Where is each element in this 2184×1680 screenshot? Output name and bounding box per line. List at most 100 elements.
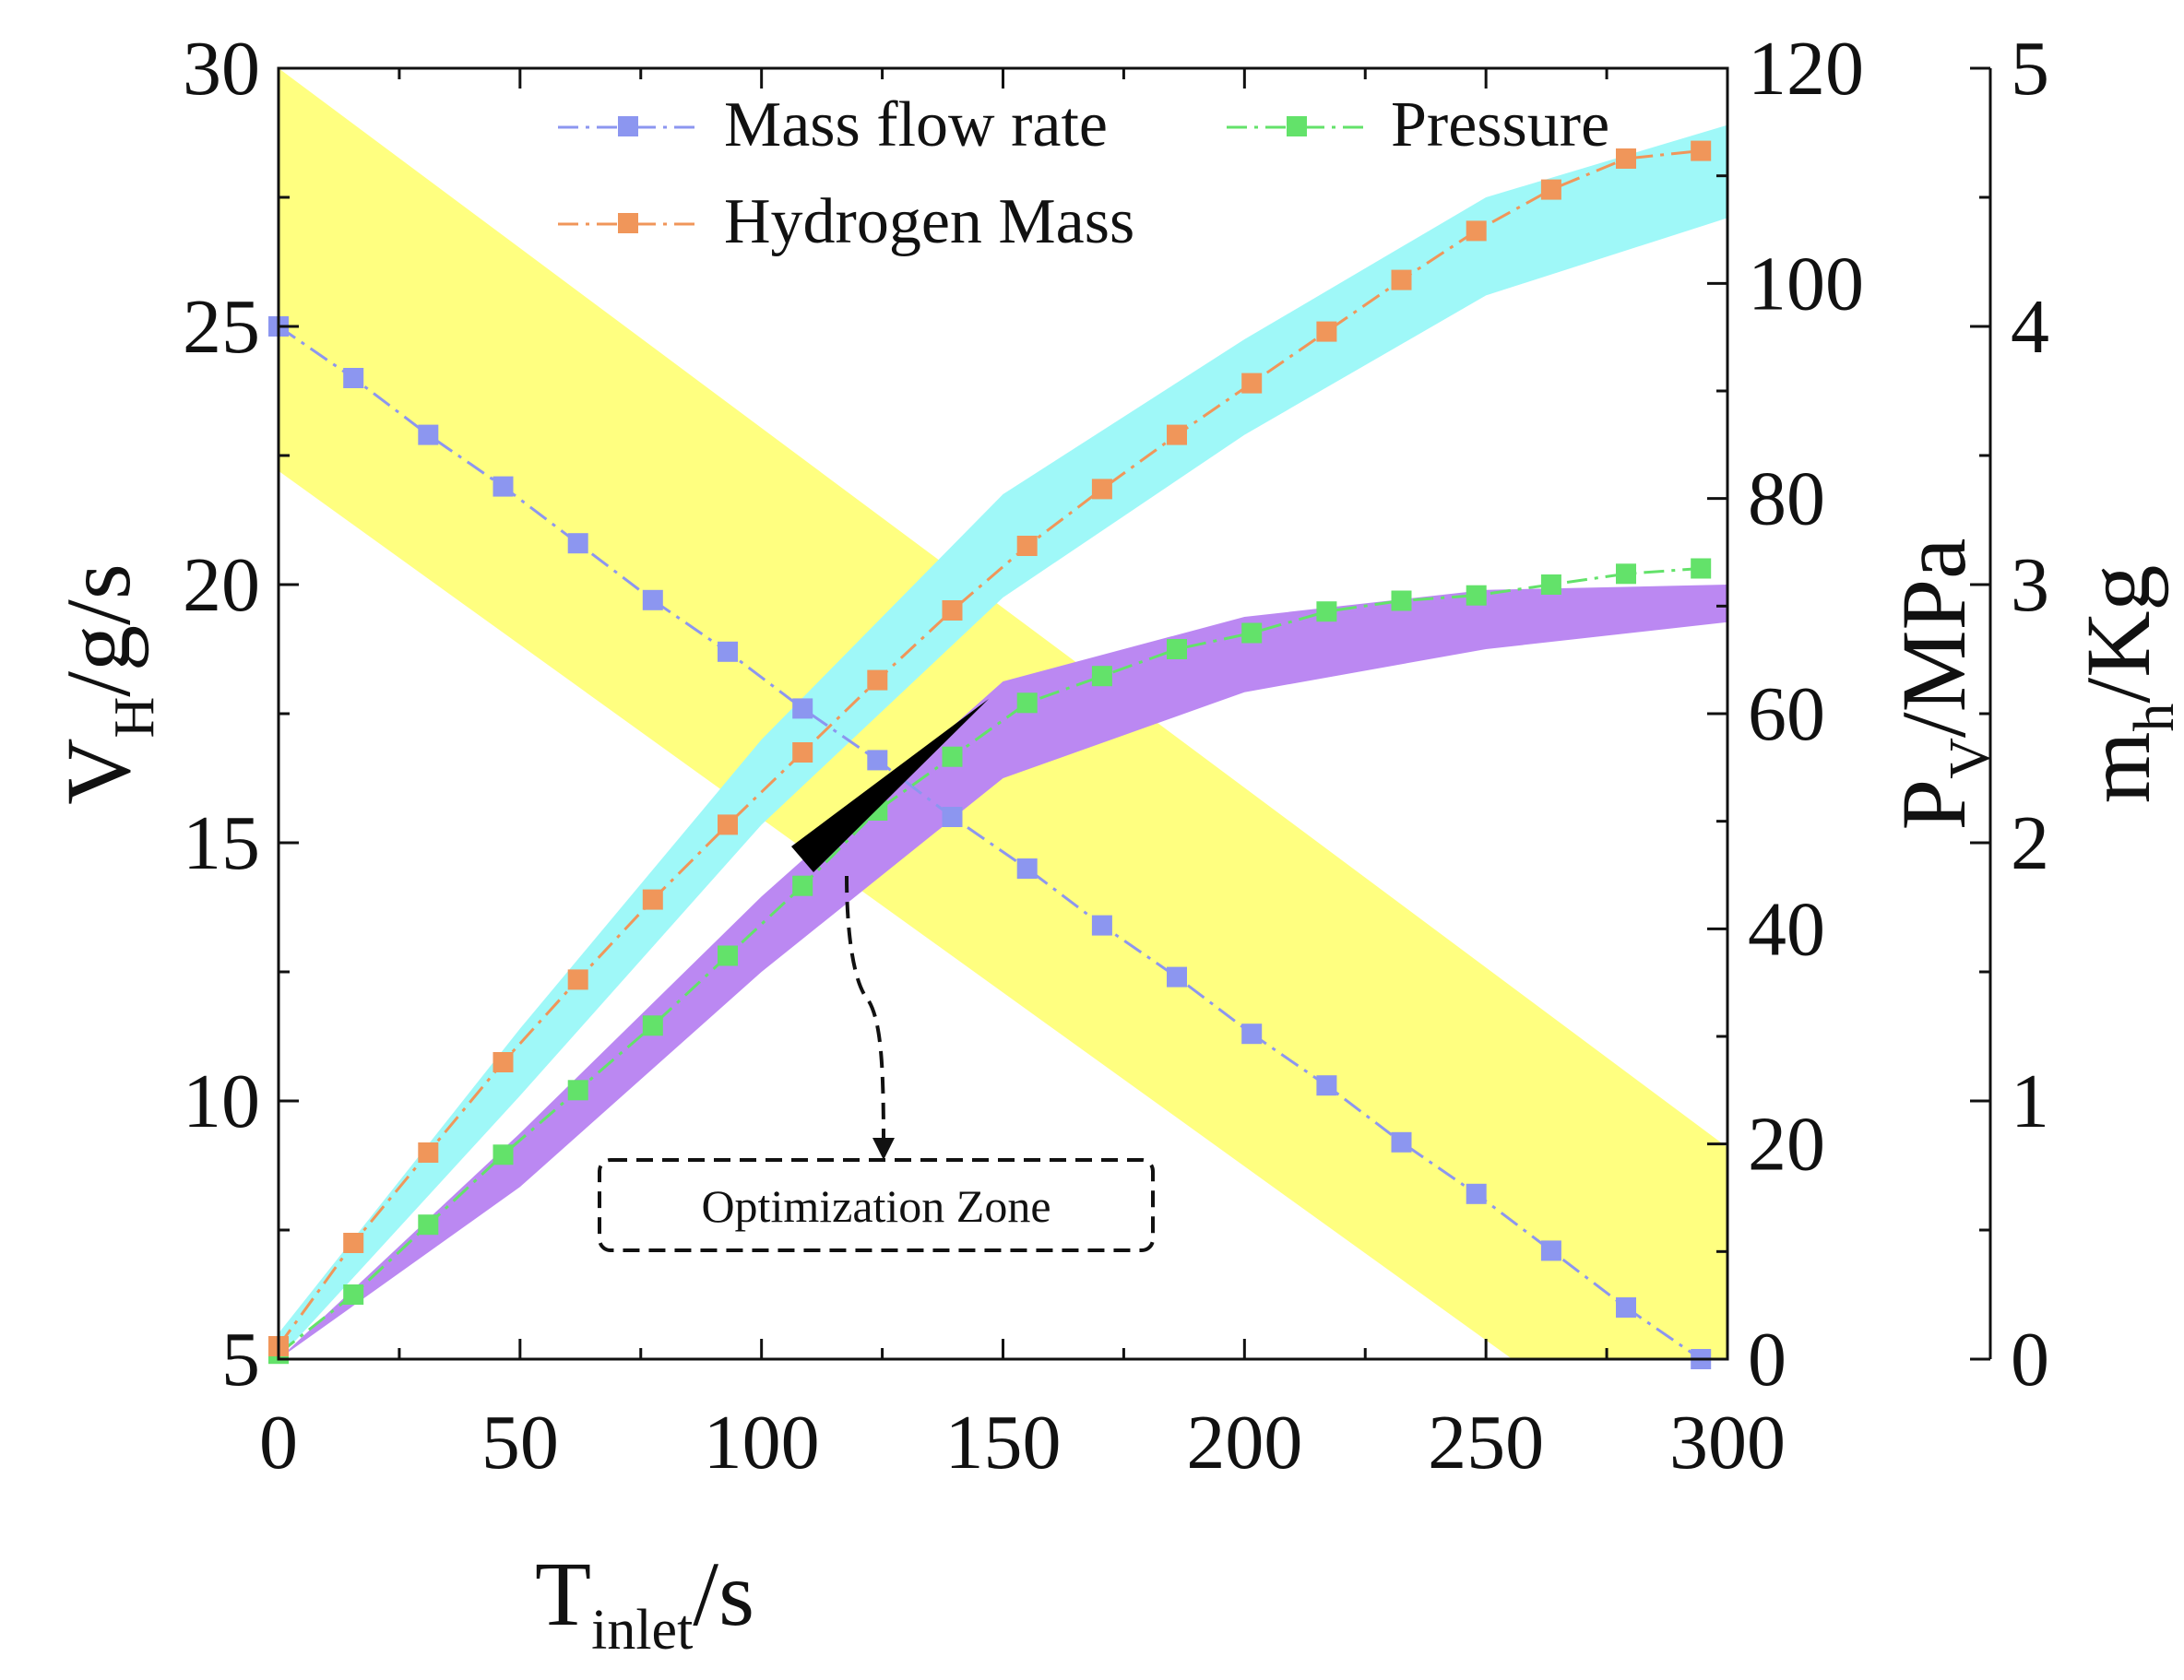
x-tick-label: 50 xyxy=(481,1400,559,1485)
point-mass-flow-rate xyxy=(1316,1075,1337,1096)
point-hydrogen-mass xyxy=(1167,424,1187,445)
point-mass-flow-rate xyxy=(792,698,813,719)
x-tick-label: 0 xyxy=(259,1400,298,1485)
point-mass-flow-rate xyxy=(418,424,439,445)
point-pressure xyxy=(1316,601,1337,622)
point-hydrogen-mass xyxy=(1540,179,1561,200)
y-tick-label-right1: 100 xyxy=(1748,241,1864,326)
y-tick-label-right2: 2 xyxy=(2011,800,2049,886)
y-tick-label-left: 15 xyxy=(183,800,260,886)
y-tick-label-left: 25 xyxy=(183,284,260,370)
uncertainty-bands xyxy=(279,68,1727,1359)
point-hydrogen-mass xyxy=(867,669,888,691)
point-pressure xyxy=(1616,563,1636,585)
y-tick-label-left: 30 xyxy=(183,26,260,112)
point-pressure xyxy=(567,1080,588,1101)
pressure-band xyxy=(279,585,1727,1359)
point-hydrogen-mass xyxy=(1466,220,1487,242)
point-mass-flow-rate xyxy=(1241,1023,1263,1045)
point-pressure xyxy=(1091,666,1112,687)
y-tick-label-left: 5 xyxy=(221,1317,260,1402)
point-mass-flow-rate xyxy=(1616,1297,1636,1318)
point-mass-flow-rate xyxy=(718,641,738,662)
point-mass-flow-rate xyxy=(1091,915,1112,936)
annotation-box xyxy=(598,1158,1155,1252)
y-tick-label-left: 20 xyxy=(183,542,260,628)
point-hydrogen-mass xyxy=(1016,536,1038,556)
point-mass-flow-rate xyxy=(1466,1183,1487,1204)
point-hydrogen-mass xyxy=(942,600,963,621)
annotation-text: Optimization Zone xyxy=(701,1180,1050,1232)
point-pressure xyxy=(418,1214,439,1236)
y-tick-label-right1: 20 xyxy=(1748,1102,1825,1188)
point-mass-flow-rate xyxy=(1540,1240,1561,1261)
point-pressure xyxy=(1391,590,1412,611)
series-line-mass-flow-rate xyxy=(278,325,1703,1361)
point-mass-flow-rate xyxy=(343,368,364,388)
point-hydrogen-mass xyxy=(567,969,588,990)
point-hydrogen-mass xyxy=(1241,373,1263,394)
y-tick-label-right1: 60 xyxy=(1748,671,1825,757)
point-mass-flow-rate xyxy=(1391,1131,1412,1153)
series-line-hydrogen-mass xyxy=(277,149,1702,1347)
point-hydrogen-mass xyxy=(493,1052,514,1072)
point-pressure xyxy=(343,1284,364,1305)
point-hydrogen-mass xyxy=(343,1233,364,1253)
point-mass-flow-rate xyxy=(567,533,588,554)
optimization-zone-annotation: Optimization Zone xyxy=(598,875,1155,1252)
x-tick-label: 150 xyxy=(945,1400,1062,1485)
y-tick-label-left: 10 xyxy=(183,1059,260,1144)
point-mass-flow-rate xyxy=(867,750,888,771)
point-pressure xyxy=(792,875,813,896)
legend-label-hydrogen-mass: Hydrogen Mass xyxy=(724,186,1134,257)
point-pressure xyxy=(1016,692,1038,714)
point-pressure xyxy=(642,1015,663,1036)
y-axis-right2-title: mh/Kg xyxy=(2067,565,2184,804)
x-tick-label: 250 xyxy=(1428,1400,1544,1485)
x-tick-label: 100 xyxy=(704,1400,820,1485)
y-tick-label-right2: 3 xyxy=(2011,542,2049,628)
y-tick-label-right1: 120 xyxy=(1748,26,1864,112)
point-hydrogen-mass xyxy=(1616,148,1636,169)
legend: Mass flow rate Pressure Hydrogen Mass xyxy=(558,89,1609,257)
y-tick-label-right2: 1 xyxy=(2011,1059,2049,1144)
y-tick-label-right2: 4 xyxy=(2011,284,2049,370)
point-mass-flow-rate xyxy=(1167,966,1187,988)
point-hydrogen-mass xyxy=(1691,140,1712,161)
y-tick-label-right1: 80 xyxy=(1748,456,1825,542)
point-mass-flow-rate xyxy=(642,589,663,610)
legend-item-hydrogen-mass: Hydrogen Mass xyxy=(558,186,1134,257)
axes: 0 50 100 150 200 250 3005101520253002040608010… xyxy=(183,26,2049,1485)
point-hydrogen-mass xyxy=(418,1142,439,1163)
legend-label-pressure: Pressure xyxy=(1391,89,1609,160)
point-mass-flow-rate xyxy=(1016,858,1038,879)
legend-item-pressure: Pressure xyxy=(1227,89,1609,160)
x-axis-title: Tinlet/s xyxy=(535,1543,754,1662)
point-pressure xyxy=(1691,558,1712,579)
x-tick-label: 300 xyxy=(1669,1400,1786,1485)
optimization-zone-wedge xyxy=(791,699,989,872)
legend-item-mass-flow-rate: Mass flow rate xyxy=(558,89,1108,160)
point-pressure xyxy=(718,945,738,966)
point-mass-flow-rate xyxy=(493,476,514,497)
point-pressure xyxy=(1167,639,1187,659)
point-pressure xyxy=(942,746,963,767)
point-pressure xyxy=(1241,622,1263,644)
y-axis-right1-title: PV/MPa xyxy=(1882,538,2001,830)
point-hydrogen-mass xyxy=(1091,479,1112,500)
y-tick-label-right1: 40 xyxy=(1748,886,1825,972)
point-hydrogen-mass xyxy=(1391,269,1412,290)
optimization-zone-marker xyxy=(791,699,989,872)
point-mass-flow-rate xyxy=(942,807,963,827)
x-tick-label: 200 xyxy=(1186,1400,1302,1485)
y-tick-label-right1: 0 xyxy=(1748,1317,1786,1402)
legend-label-mass-flow-rate: Mass flow rate xyxy=(724,89,1108,160)
y-tick-label-right2: 5 xyxy=(2011,26,2049,112)
series-line-pressure xyxy=(278,567,1702,1355)
hydrogen-band xyxy=(279,124,1727,1359)
y-axis-left-title: VH/g/s xyxy=(47,563,166,804)
y-tick-label-right2: 0 xyxy=(2011,1317,2049,1402)
point-hydrogen-mass xyxy=(718,814,738,835)
data-series xyxy=(268,140,1712,1369)
